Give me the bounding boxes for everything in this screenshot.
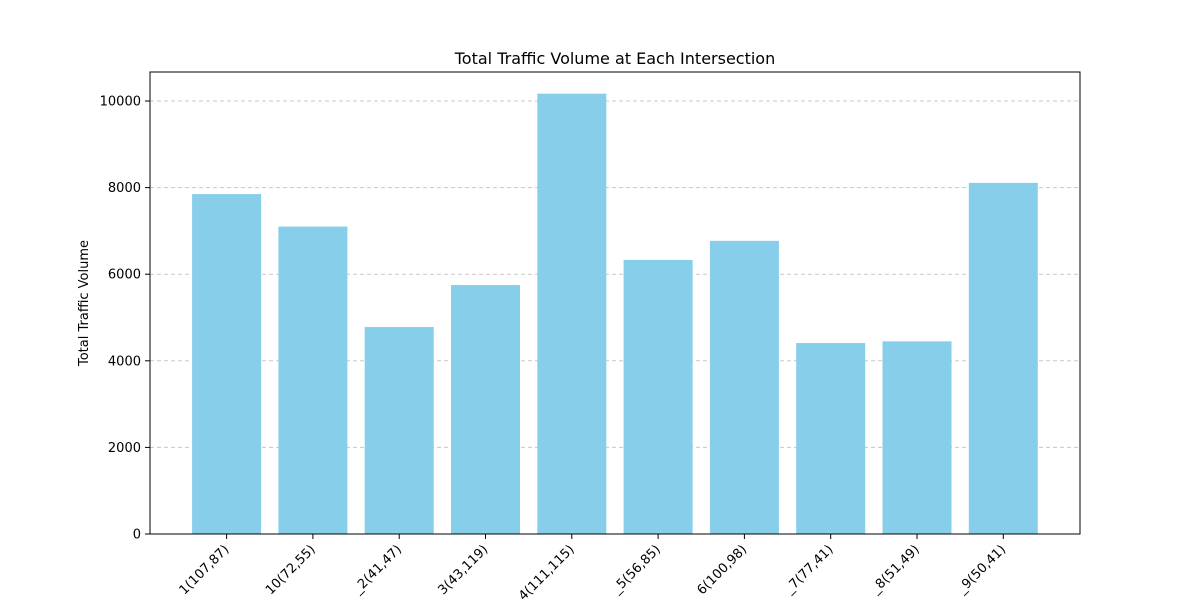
- y-tick-label: 0: [133, 528, 141, 543]
- bar: [796, 343, 866, 534]
- bar: [882, 341, 952, 534]
- bar: [709, 240, 779, 535]
- bar: [451, 285, 520, 534]
- chart-title: Total Traffic Volume at Each Intersectio…: [454, 49, 775, 68]
- y-axis-label: Total Traffic Volume: [77, 240, 92, 367]
- bar: [192, 194, 262, 534]
- bar: [623, 259, 693, 534]
- plot-frame: [149, 71, 1081, 535]
- y-tick-label: 6000: [108, 268, 141, 283]
- y-tick-label: 8000: [108, 181, 141, 196]
- y-tick-label: 2000: [108, 441, 141, 456]
- bar: [278, 226, 348, 534]
- bars: [192, 93, 1038, 535]
- y-tick-label: 4000: [108, 354, 141, 369]
- y-tick-label: 10000: [100, 95, 141, 110]
- y-axis-ticks: 0 2000 4000 6000 8000 10000: [100, 95, 150, 543]
- bar: [968, 182, 1038, 534]
- bar: [537, 93, 607, 535]
- bar: [364, 327, 434, 534]
